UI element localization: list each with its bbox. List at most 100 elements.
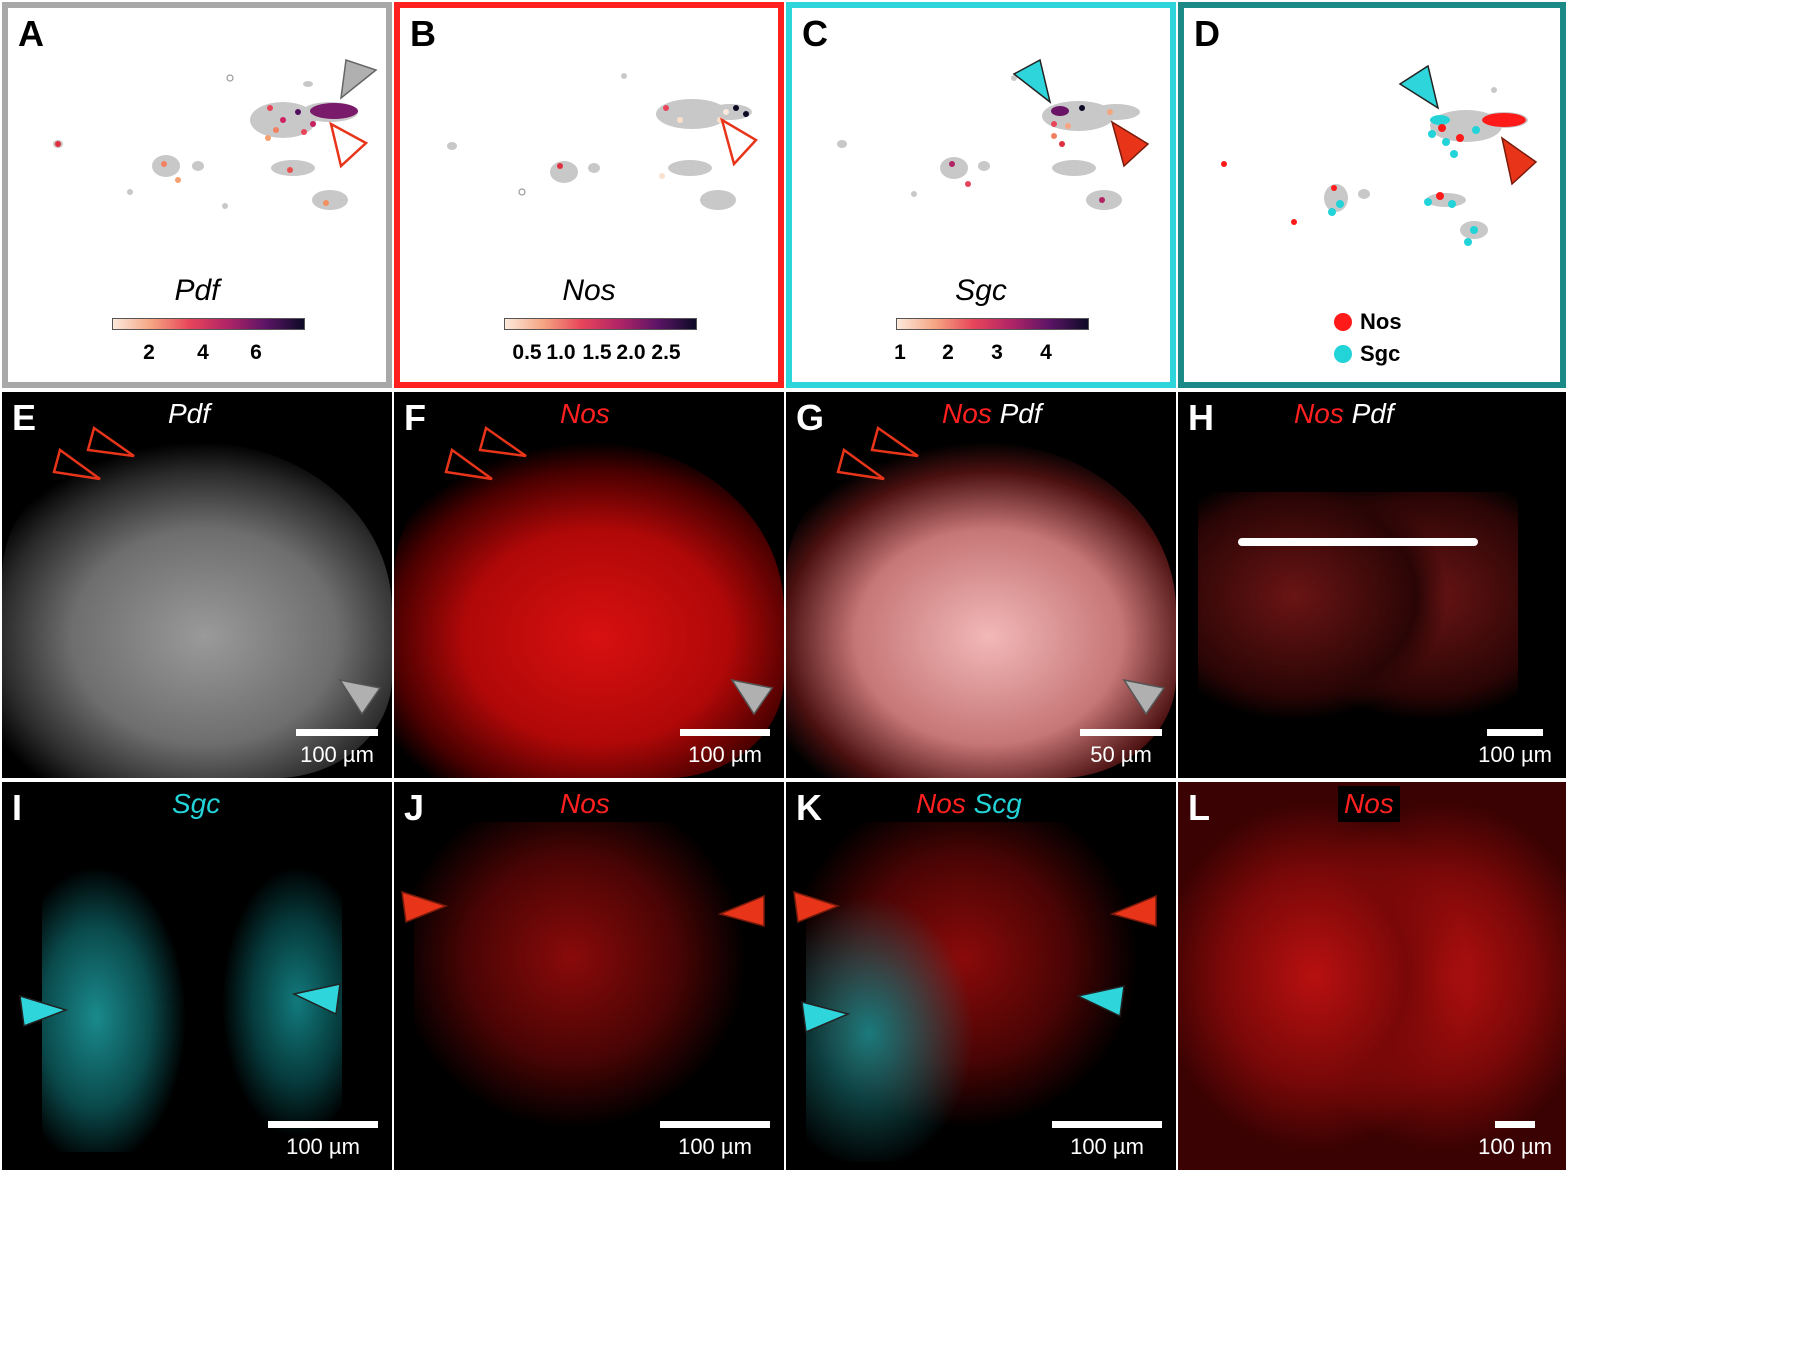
micrograph-G: [786, 442, 1176, 778]
panel-G: G Nos Pdf 50 µm: [786, 392, 1176, 778]
legend-D: Nos Sgc: [1334, 306, 1402, 370]
umap-plot-A: [53, 59, 378, 210]
legend-item-nos: Nos: [1334, 306, 1402, 338]
image-title-F: Nos: [554, 396, 616, 432]
panel-label-E: E: [12, 397, 37, 438]
panel-label-C: C: [802, 13, 828, 54]
panel-label-L: L: [1188, 787, 1210, 828]
image-title-G: Nos Pdf: [936, 396, 1048, 432]
cyan-arrowhead-icon: [1012, 58, 1052, 104]
scale-bar-F: 100 µm: [680, 729, 770, 768]
panel-label-A: A: [18, 13, 44, 54]
panel-E: E Pdf 100 µm: [2, 392, 392, 778]
tick-A-1: 4: [197, 341, 209, 364]
red-arrowhead-icon: [401, 890, 449, 924]
panel-label-D: D: [1194, 13, 1220, 54]
scale-label-F: 100 µm: [688, 742, 762, 767]
tick-B-3: 2.0: [616, 341, 646, 364]
panel-F: F Nos 100 µm: [394, 392, 784, 778]
panel-D: D Nos Sgc: [1178, 2, 1566, 388]
scale-bar-K: 100 µm: [1052, 1121, 1162, 1160]
gray-arrowhead-icon: [340, 59, 378, 100]
cyan-arrowhead-icon: [1075, 985, 1125, 1018]
scale-bar-G: 50 µm: [1080, 729, 1162, 768]
pdf-projection-H: [1238, 538, 1478, 546]
scale-bar-H: 100 µm: [1478, 729, 1552, 768]
panel-label-B: B: [410, 13, 436, 54]
image-title-L: Nos: [1338, 786, 1400, 822]
red-outline-arrowhead-icon: [86, 425, 135, 458]
image-title-H: Nos Pdf: [1288, 396, 1400, 432]
image-title-K: Nos Scg: [910, 786, 1028, 822]
panel-I: I Sgc 100 µm: [2, 782, 392, 1170]
arrowheads-J: [401, 890, 765, 927]
scale-bar-J: 100 µm: [660, 1121, 770, 1160]
panel-label-K: K: [796, 787, 822, 828]
pdf-expression-dots: [55, 103, 358, 206]
umap-clusters: [53, 81, 358, 210]
channel-label-nos: Nos: [1294, 398, 1344, 429]
gray-arrowhead-icon: [338, 678, 382, 716]
tick-A-0: 2: [143, 341, 155, 364]
image-title-I: Sgc: [166, 786, 227, 822]
legend-item-sgc: Sgc: [1334, 338, 1402, 370]
arrowheads-I: [19, 983, 341, 1028]
red-outline-arrowhead-icon: [52, 447, 101, 481]
cyan-arrowhead-icon: [19, 994, 69, 1028]
tick-B-0: 0.5: [512, 341, 542, 364]
red-arrowhead-icon: [1110, 120, 1150, 168]
channel-label-sgc: Sgc: [172, 788, 221, 819]
scale-label-E: 100 µm: [300, 742, 374, 767]
micrograph-I: [42, 852, 342, 1152]
cyan-arrowhead-icon: [801, 1000, 851, 1034]
micrograph-H: [1198, 492, 1518, 752]
gene-title-A: Pdf: [174, 274, 220, 307]
colorbar-B: [504, 318, 697, 330]
cyan-arrowhead-icon: [1398, 64, 1440, 110]
scale-label-H: 100 µm: [1478, 742, 1552, 767]
scale-bar-E: 100 µm: [296, 729, 378, 768]
channel-label-pdf: Pdf: [1351, 398, 1394, 429]
red-arrowhead-icon: [717, 894, 765, 927]
legend-label-nos: Nos: [1360, 309, 1402, 334]
legend-dot-sgc-icon: [1334, 345, 1352, 363]
micrograph-E: [2, 442, 392, 778]
tick-A-2: 6: [250, 341, 262, 364]
panel-label-H: H: [1188, 397, 1214, 438]
gray-arrowhead-icon: [1122, 678, 1166, 716]
channel-label-pdf: Pdf: [168, 398, 211, 429]
channel-label-nos: Nos: [942, 398, 992, 429]
gene-title-C: Sgc: [955, 274, 1007, 307]
panel-J: J Nos 100 µm: [394, 782, 784, 1170]
scale-bar-I: 100 µm: [268, 1121, 378, 1160]
micrograph-J: [414, 822, 764, 1162]
panel-label-J: J: [404, 787, 425, 828]
tick-C-3: 4: [1040, 341, 1052, 364]
tick-B-4: 2.5: [651, 341, 681, 364]
arrowheads-G: [836, 425, 1166, 716]
tick-C-1: 2: [942, 341, 954, 364]
channel-label-nos: Nos: [560, 398, 610, 429]
red-outline-arrowhead-icon: [870, 425, 919, 458]
tick-C-2: 3: [991, 341, 1003, 364]
panel-C: C Sgc 1 2 3 4: [786, 2, 1176, 388]
legend-label-sgc: Sgc: [1360, 341, 1401, 366]
arrowheads-E: [52, 425, 382, 716]
red-arrowhead-icon: [793, 890, 841, 924]
image-title-E: Pdf: [162, 396, 217, 432]
red-outline-arrowhead-icon: [719, 117, 758, 167]
channel-label-nos: Nos: [560, 788, 610, 819]
scale-label-G: 50 µm: [1090, 742, 1152, 767]
scale-label-L: 100 µm: [1478, 1134, 1552, 1159]
scale-label-I: 100 µm: [286, 1134, 360, 1159]
gene-title-B: Nos: [562, 274, 616, 307]
red-arrowhead-icon: [1109, 894, 1157, 927]
umap-plot-D: [1221, 64, 1538, 246]
arrowheads-F: [444, 425, 774, 716]
panel-label-F: F: [404, 397, 426, 438]
colorbar-C: [896, 318, 1089, 330]
arrowheads-K: [793, 890, 1157, 1034]
channel-label-nos: Nos: [1344, 788, 1394, 819]
red-outline-arrowhead-icon: [329, 121, 369, 169]
panel-H: H Nos Pdf 100 µm: [1178, 392, 1566, 778]
